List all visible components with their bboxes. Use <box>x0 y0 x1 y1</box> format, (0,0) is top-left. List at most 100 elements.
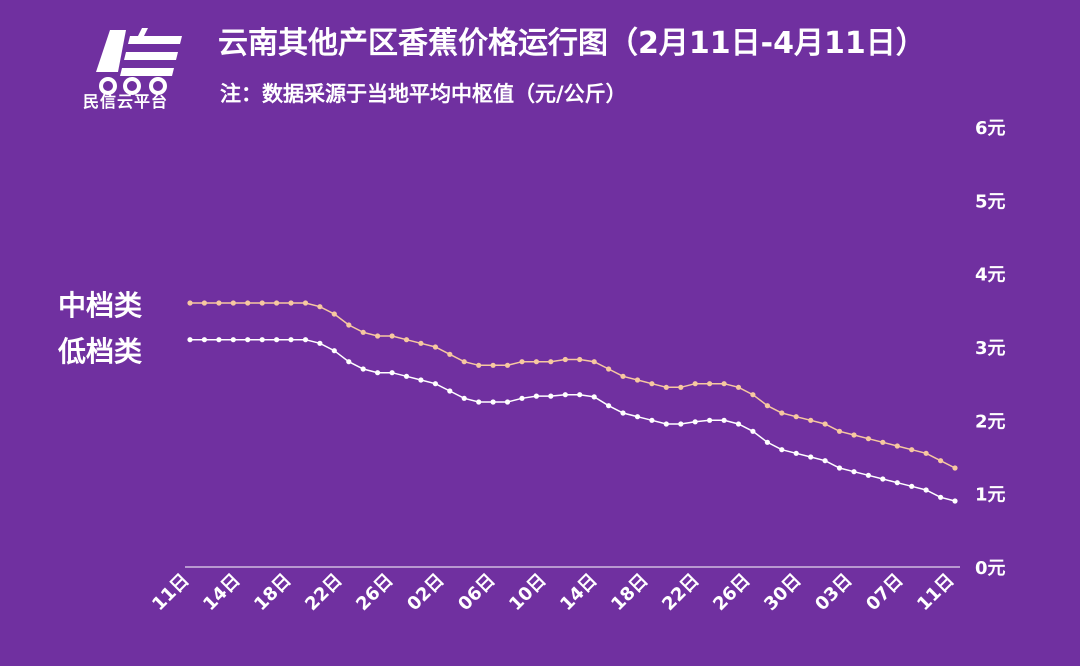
data-point <box>836 465 843 471</box>
data-point <box>418 340 424 346</box>
data-point <box>375 370 381 376</box>
data-point <box>591 359 597 365</box>
data-point <box>764 403 771 409</box>
data-point <box>678 384 684 390</box>
x-tick-label: 18日 <box>250 570 295 615</box>
data-point <box>577 392 583 398</box>
data-point <box>822 421 828 427</box>
x-tick-label: 30日 <box>760 570 805 615</box>
data-point <box>764 439 771 445</box>
data-point <box>187 300 193 306</box>
data-point <box>201 300 207 306</box>
data-point <box>577 356 583 363</box>
data-point <box>707 417 713 423</box>
data-point <box>822 458 828 464</box>
data-point <box>461 395 467 401</box>
data-point <box>389 333 395 339</box>
data-point <box>461 359 467 365</box>
data-point <box>562 392 568 398</box>
data-point <box>865 472 872 478</box>
data-point <box>851 469 857 475</box>
x-tick-label: 11日 <box>913 570 958 615</box>
data-point <box>216 300 222 306</box>
data-point <box>721 381 727 387</box>
x-tick-label: 26日 <box>709 570 754 615</box>
data-point <box>894 480 900 486</box>
data-point <box>923 450 929 456</box>
data-point <box>447 388 453 394</box>
data-point <box>360 366 366 372</box>
data-point <box>750 428 756 434</box>
x-tick-label: 02日 <box>403 570 448 615</box>
data-point <box>808 417 814 423</box>
data-point <box>606 403 612 409</box>
data-point <box>952 465 958 471</box>
data-point <box>432 344 438 350</box>
data-point <box>938 458 944 464</box>
data-point <box>230 337 236 343</box>
data-point <box>302 337 309 343</box>
x-tick-label: 03日 <box>811 570 856 615</box>
data-point <box>317 340 323 346</box>
data-point <box>259 337 265 343</box>
data-point <box>663 421 669 427</box>
data-point <box>779 410 785 416</box>
data-point <box>230 300 236 306</box>
data-point <box>735 384 742 390</box>
x-tick-label: 22日 <box>658 570 703 615</box>
data-point <box>620 373 626 379</box>
data-point <box>865 436 872 442</box>
data-point <box>302 300 309 306</box>
data-point <box>403 337 410 343</box>
data-point <box>894 443 900 449</box>
data-point <box>735 421 742 427</box>
logo-text: 民信云平台 <box>83 92 169 111</box>
data-point <box>490 362 496 368</box>
data-point <box>504 362 511 368</box>
data-point <box>721 417 727 423</box>
x-tick-label: 11日 <box>148 570 193 615</box>
x-tick-label: 14日 <box>199 570 244 615</box>
data-point <box>519 395 525 401</box>
y-tick-label: 2元 <box>975 411 1006 432</box>
data-point <box>346 359 352 365</box>
data-point <box>909 483 915 489</box>
series-line-mid-grade <box>190 302 956 469</box>
y-tick-label: 3元 <box>975 338 1006 359</box>
data-point <box>259 300 265 306</box>
data-point <box>216 337 222 343</box>
data-point <box>851 432 857 438</box>
data-point <box>692 381 698 387</box>
data-point <box>606 366 612 372</box>
chart-subtitle: 注：数据采源于当地平均中枢值（元/公斤） <box>220 82 627 106</box>
data-point <box>938 494 944 500</box>
data-point <box>836 428 843 434</box>
data-point <box>649 417 655 423</box>
y-tick-label: 4元 <box>975 265 1006 286</box>
data-point <box>533 359 540 365</box>
data-point <box>779 447 785 453</box>
x-tick-label: 06日 <box>454 570 499 615</box>
data-point <box>447 351 453 357</box>
data-point <box>476 362 482 368</box>
data-point <box>360 329 366 335</box>
x-tick-label: 10日 <box>505 570 550 615</box>
data-point <box>245 337 251 343</box>
data-point <box>346 322 352 328</box>
legend-mid-grade: 中档类 <box>58 289 143 322</box>
legend-low-grade: 低档类 <box>58 335 143 368</box>
y-tick-label: 5元 <box>975 191 1006 212</box>
x-tick-label: 18日 <box>607 570 652 615</box>
y-tick-label: 1元 <box>975 485 1006 506</box>
data-point <box>808 454 814 460</box>
data-point <box>952 498 958 504</box>
data-point <box>909 447 915 453</box>
chart-title: 云南其他产区香蕉价格运行图（2月11日-4月11日） <box>218 26 926 61</box>
y-tick-label: 0元 <box>975 558 1006 579</box>
data-point <box>634 377 641 383</box>
data-point <box>793 450 799 456</box>
data-point <box>548 359 554 365</box>
data-point <box>533 393 540 399</box>
data-point <box>548 393 554 399</box>
